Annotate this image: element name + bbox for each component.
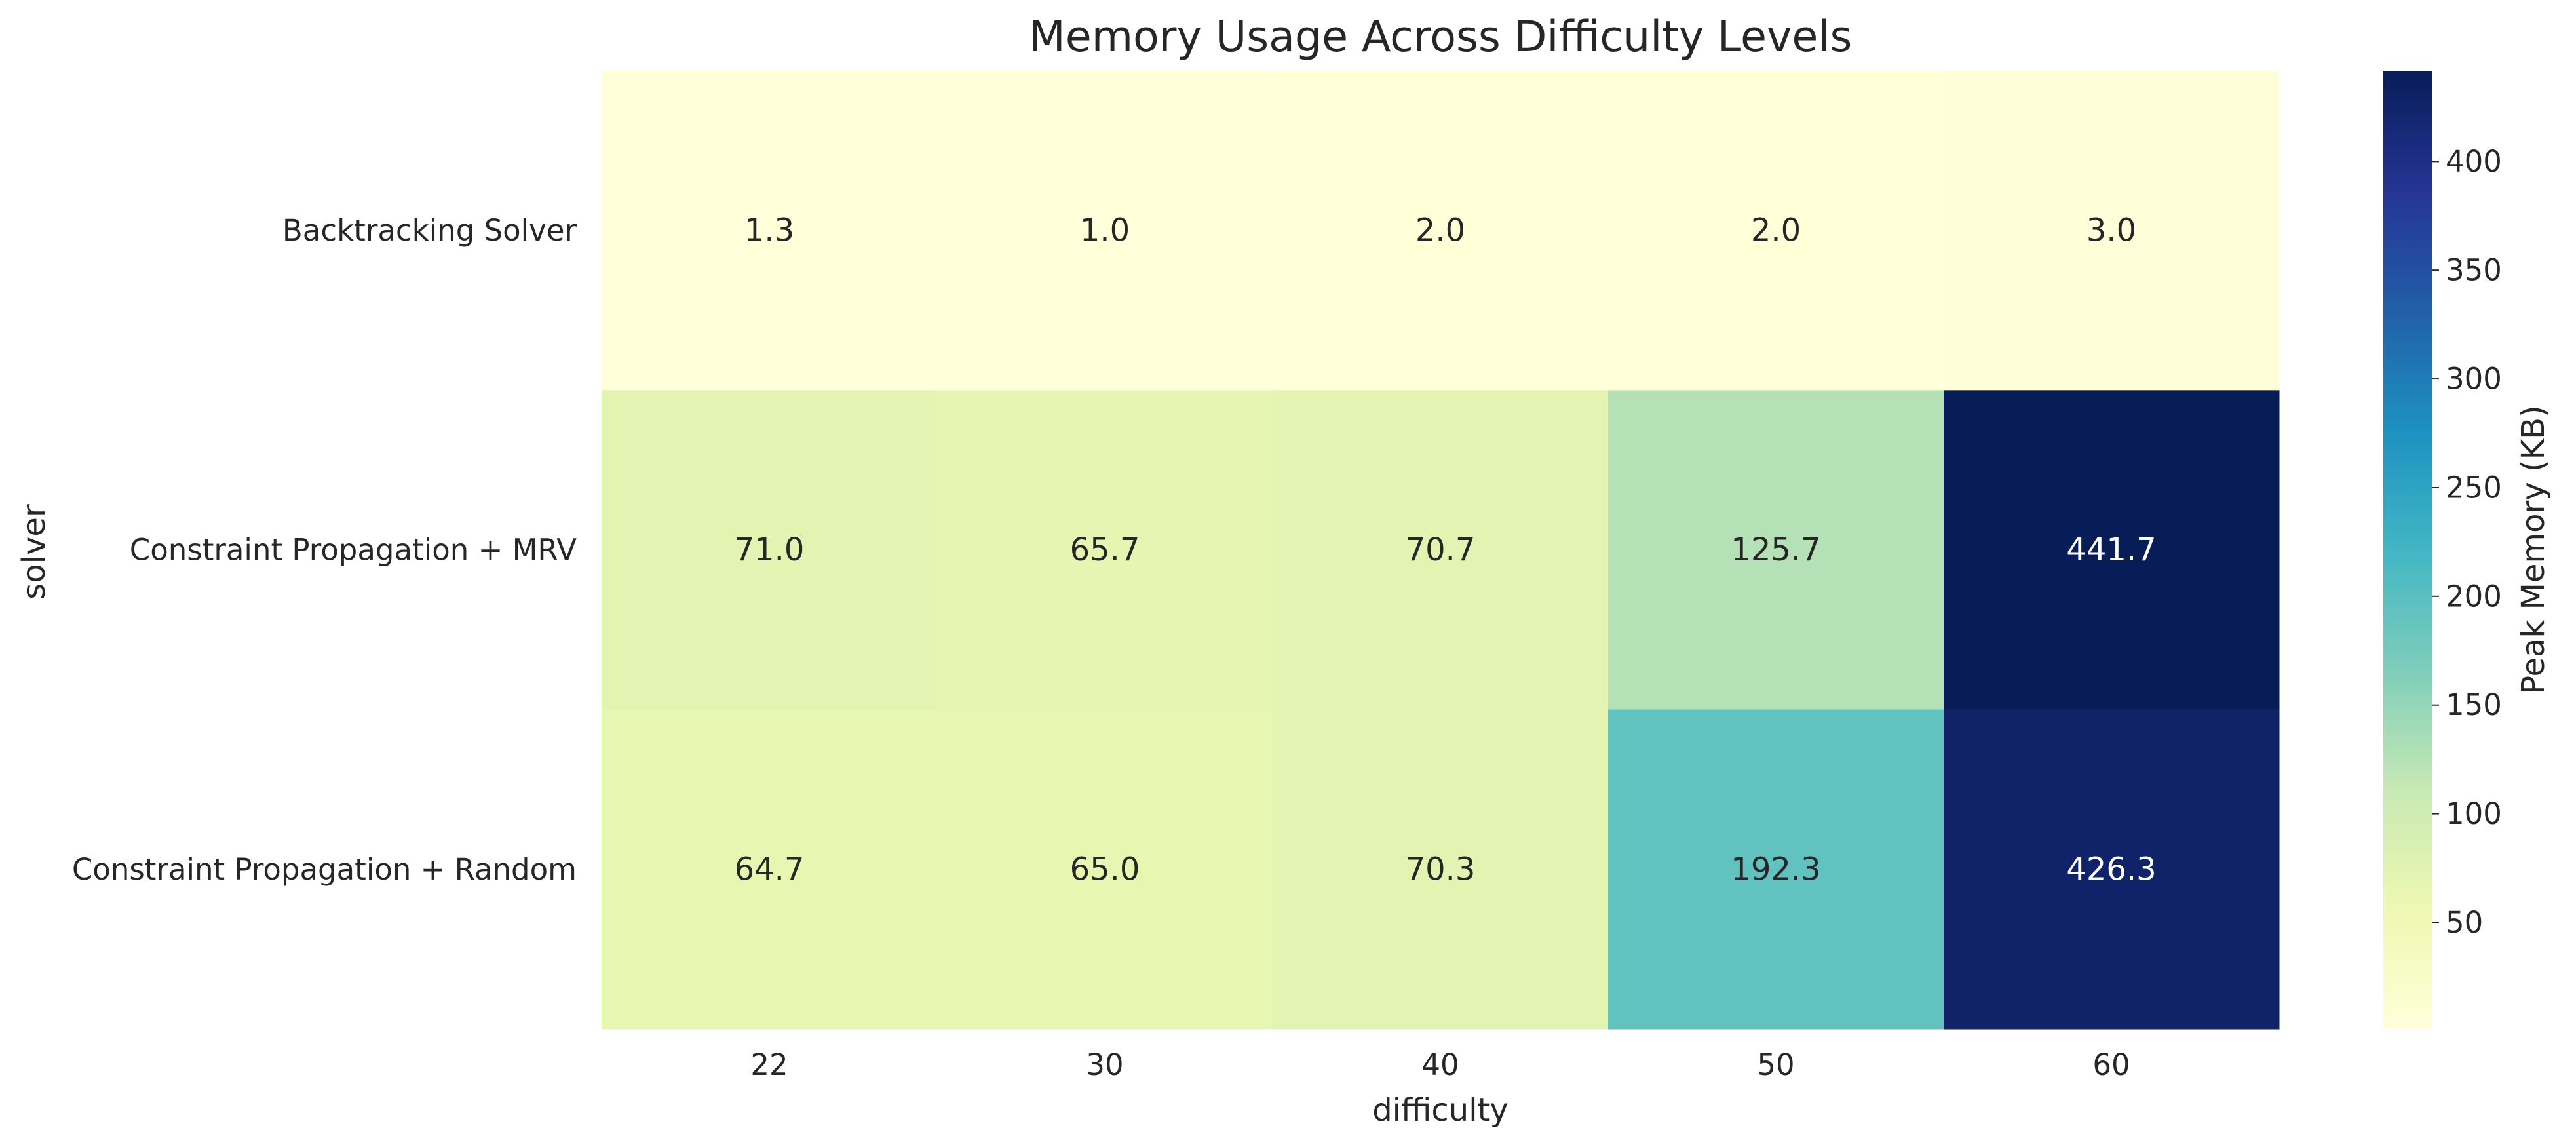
colorbar-tick-label: 50 — [2446, 905, 2483, 940]
cell-value-label: 1.3 — [744, 212, 794, 249]
colorbar-tick-label: 350 — [2446, 253, 2502, 288]
y-axis-label: solver — [16, 504, 52, 600]
heatmap-cell — [937, 71, 1273, 391]
cell-value-label: 70.3 — [1406, 851, 1476, 887]
cell-value-label: 64.7 — [735, 851, 805, 887]
colorbar-ticks: 50 100 150 200 250 300 350 400 — [2432, 144, 2502, 940]
x-axis-label: difficulty — [1372, 1092, 1509, 1129]
heatmap-cell — [1944, 71, 2280, 391]
heatmap-cell — [1608, 709, 1944, 1030]
heatmap-cell — [937, 390, 1273, 710]
y-tick-label: Backtracking Solver — [282, 213, 577, 248]
heatmap-cell — [1273, 71, 1609, 391]
heatmap-cell — [602, 709, 938, 1030]
heatmap-cell — [1273, 709, 1609, 1030]
cell-value-label: 70.7 — [1406, 532, 1476, 568]
cell-value-label: 125.7 — [1731, 532, 1820, 568]
cell-value-label: 1.0 — [1080, 212, 1130, 249]
cell-value-label: 65.0 — [1070, 851, 1140, 887]
cell-value-label: 2.0 — [1751, 212, 1801, 249]
chart-title: Memory Usage Across Difficulty Levels — [1029, 12, 1853, 62]
cell-value-label: 426.3 — [2066, 851, 2156, 887]
y-tick-label: Constraint Propagation + MRV — [130, 533, 577, 568]
heatmap-cell — [602, 390, 938, 710]
heatmap-cell — [937, 709, 1273, 1030]
colorbar-tick-label: 250 — [2446, 470, 2502, 505]
heatmap-cell — [1944, 390, 2280, 710]
heatmap-cell — [1944, 709, 2280, 1030]
cell-value-label: 71.0 — [735, 532, 805, 568]
cell-value-label: 2.0 — [1415, 212, 1465, 249]
heatmap-cell — [602, 71, 938, 391]
heatmap-cell — [1273, 390, 1609, 710]
heatmap-cell — [1608, 390, 1944, 710]
colorbar-gradient — [2383, 71, 2432, 1029]
colorbar-tick-label: 400 — [2446, 144, 2502, 179]
colorbar-label: Peak Memory (KB) — [2515, 405, 2552, 695]
colorbar: 50 100 150 200 250 300 350 400 Peak Memory (KB) — [2383, 71, 2552, 1029]
x-axis-ticks: 22 30 40 50 60 — [750, 1047, 2130, 1082]
heatmap-cells — [602, 71, 2280, 1030]
x-tick-label: 50 — [1757, 1047, 1794, 1082]
cell-value-label: 441.7 — [2066, 532, 2156, 568]
x-tick-label: 22 — [750, 1047, 788, 1082]
heatmap-cell-labels: 1.3 1.0 2.0 2.0 3.0 71.0 65.7 70.7 125.7 441.7 64.… — [735, 212, 2157, 888]
heatmap-cell — [1608, 71, 1944, 391]
colorbar-tick-label: 300 — [2446, 362, 2502, 397]
colorbar-tick-label: 100 — [2446, 796, 2502, 831]
x-tick-label: 40 — [1421, 1047, 1459, 1082]
cell-value-label: 192.3 — [1731, 851, 1820, 887]
x-tick-label: 60 — [2092, 1047, 2130, 1082]
colorbar-tick-label: 200 — [2446, 579, 2502, 613]
colorbar-tick-label: 150 — [2446, 688, 2502, 722]
cell-value-label: 65.7 — [1070, 532, 1140, 568]
cell-value-label: 3.0 — [2086, 212, 2136, 249]
y-tick-label: Constraint Propagation + Random — [72, 852, 577, 887]
x-tick-label: 30 — [1086, 1047, 1123, 1082]
y-axis-ticks: Backtracking Solver Constraint Propagatio… — [72, 213, 577, 887]
